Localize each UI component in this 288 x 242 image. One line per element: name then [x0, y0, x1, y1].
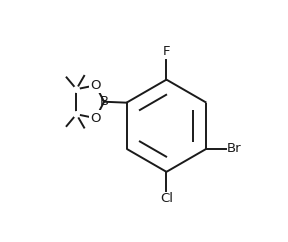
Text: Cl: Cl	[160, 192, 173, 205]
Text: Br: Br	[227, 142, 241, 155]
Text: B: B	[100, 95, 109, 108]
Text: O: O	[90, 112, 101, 125]
Text: F: F	[163, 45, 170, 58]
Text: O: O	[90, 79, 101, 92]
